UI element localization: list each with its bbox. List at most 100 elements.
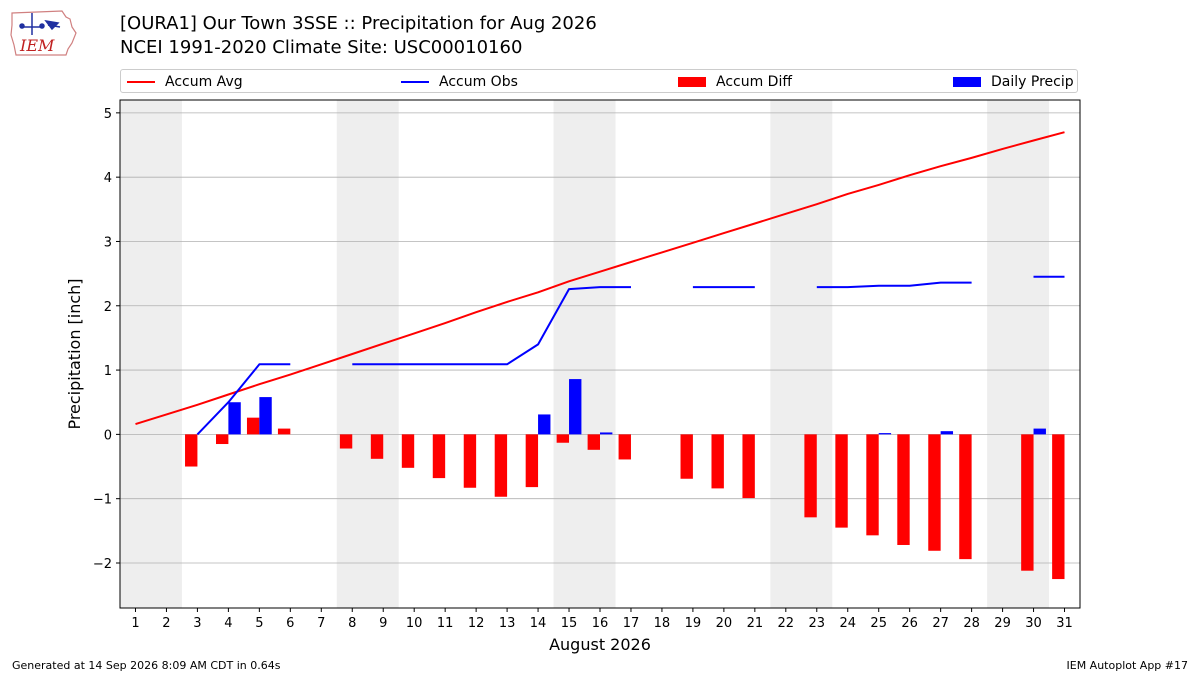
- x-axis-label: August 2026: [549, 635, 651, 654]
- x-tick-label: 7: [317, 616, 325, 631]
- legend-label-accum-avg: Accum Avg: [165, 74, 243, 90]
- accum-diff-bar: [185, 434, 198, 467]
- accum-diff-bar: [525, 434, 539, 488]
- weekend-shade-4: [987, 100, 1050, 608]
- weather-station-icon: [19, 13, 61, 35]
- footer-app: IEM Autoplot App #17: [1066, 659, 1189, 672]
- x-tick-label: 1: [131, 616, 139, 631]
- x-tick-label: 28: [963, 616, 980, 631]
- x-tick-label: 31: [1056, 616, 1073, 631]
- accum-diff-bar: [277, 428, 291, 435]
- chart-title: [OURA1] Our Town 3SSE :: Precipitation f…: [120, 13, 597, 34]
- legend-item-accum-obs: Accum Obs: [401, 73, 518, 91]
- x-tick-label: 12: [468, 616, 485, 631]
- accum-diff-bar: [1052, 434, 1065, 580]
- x-tick-label: 26: [901, 616, 918, 631]
- x-tick-label: 25: [870, 616, 887, 631]
- accum-diff-bar: [370, 434, 384, 459]
- daily-precip-bar: [259, 397, 272, 435]
- y-axis-label: Precipitation [inch]: [65, 278, 84, 429]
- x-tick-label: 10: [406, 616, 423, 631]
- accum-diff-bar: [711, 434, 724, 489]
- x-tick-label: 27: [932, 616, 949, 631]
- daily-precip-bar: [1033, 428, 1046, 435]
- y-tick-label: 4: [104, 171, 112, 186]
- x-tick-label: 29: [994, 616, 1011, 631]
- daily-precip-bar: [600, 432, 613, 435]
- accum-diff-bar: [866, 434, 879, 536]
- y-tick-label: −2: [93, 557, 112, 572]
- legend-swatch-accum-avg: [127, 81, 155, 83]
- y-tick-label: 3: [104, 235, 112, 250]
- weekend-shade-2: [553, 100, 616, 608]
- legend-label-accum-diff: Accum Diff: [716, 74, 793, 90]
- accum-diff-bar: [959, 434, 972, 560]
- y-tick-label: 0: [104, 428, 112, 443]
- legend-label-accum-obs: Accum Obs: [439, 74, 518, 90]
- y-tick-label: −1: [93, 493, 112, 508]
- accum-diff-bar: [804, 434, 817, 518]
- x-tick-label: 4: [224, 616, 232, 631]
- accum-diff-bar: [463, 434, 477, 488]
- accum-diff-bar: [494, 434, 508, 497]
- x-tick-label: 6: [286, 616, 294, 631]
- legend-label-daily-precip: Daily Precip: [991, 74, 1074, 90]
- weekend-shade-1: [336, 100, 399, 608]
- daily-precip-bar: [228, 402, 241, 435]
- legend-swatch-daily-precip: [953, 77, 981, 87]
- footer-generated: Generated at 14 Sep 2026 8:09 AM CDT in …: [12, 659, 281, 672]
- accum-diff-bar: [897, 434, 910, 545]
- x-tick-label: 8: [348, 616, 356, 631]
- x-tick-label: 9: [379, 616, 387, 631]
- x-tick-label: 19: [685, 616, 702, 631]
- plot-frame: [119, 99, 1081, 609]
- x-tick-label: 20: [716, 616, 733, 631]
- x-tick-label: 22: [778, 616, 795, 631]
- y-tick-label: 1: [104, 364, 112, 379]
- iowa-state-outline: [10, 10, 77, 56]
- accum-diff-bar: [556, 434, 570, 443]
- accum-diff-bar: [742, 434, 755, 499]
- accum-avg-line: [135, 131, 1065, 426]
- legend-item-accum-diff: Accum Diff: [678, 73, 792, 91]
- daily-precip-bar: [878, 433, 892, 435]
- x-tick-label: 30: [1025, 616, 1042, 631]
- legend-item-accum-avg: Accum Avg: [127, 73, 243, 91]
- accum-diff-bar: [618, 434, 631, 460]
- legend-swatch-accum-diff: [678, 77, 706, 87]
- x-tick-label: 11: [437, 616, 454, 631]
- accum-diff-bar: [587, 434, 600, 450]
- x-tick-label: 16: [592, 616, 609, 631]
- accum-diff-bar: [432, 434, 446, 479]
- daily-precip-bar: [940, 431, 954, 435]
- x-tick-label: 21: [747, 616, 764, 631]
- x-tick-label: 2: [162, 616, 170, 631]
- x-tick-label: 15: [561, 616, 578, 631]
- x-tick-label: 23: [809, 616, 826, 631]
- accum-obs-line: [352, 286, 631, 366]
- x-tick-label: 3: [193, 616, 201, 631]
- x-tick-label: 14: [530, 616, 547, 631]
- y-tick-label: 5: [104, 107, 112, 122]
- accum-diff-bar: [680, 434, 693, 479]
- accum-diff-bar: [216, 434, 229, 445]
- legend-item-daily-precip: Daily Precip: [953, 73, 1074, 91]
- weekend-shade-3: [770, 100, 833, 608]
- accum-diff-bar: [835, 434, 848, 528]
- weekend-shade-0: [120, 100, 182, 608]
- accum-obs-line: [816, 281, 972, 289]
- x-tick-label: 5: [255, 616, 263, 631]
- logo-text: IEM: [19, 36, 55, 55]
- accum-diff-bar: [401, 434, 415, 468]
- legend-swatch-accum-obs: [401, 81, 429, 83]
- chart-subtitle: NCEI 1991-2020 Climate Site: USC00010160: [120, 37, 523, 58]
- accum-obs-line: [196, 363, 291, 436]
- daily-precip-bar: [538, 414, 551, 435]
- accum-diff-bar: [928, 434, 941, 551]
- y-tick-label: 2: [104, 300, 112, 315]
- legend: Accum Avg Accum Obs Accum Diff Daily Pre…: [120, 69, 1078, 93]
- accum-diff-bar: [246, 417, 260, 435]
- x-tick-label: 18: [654, 616, 671, 631]
- iem-logo: IEM: [10, 10, 77, 56]
